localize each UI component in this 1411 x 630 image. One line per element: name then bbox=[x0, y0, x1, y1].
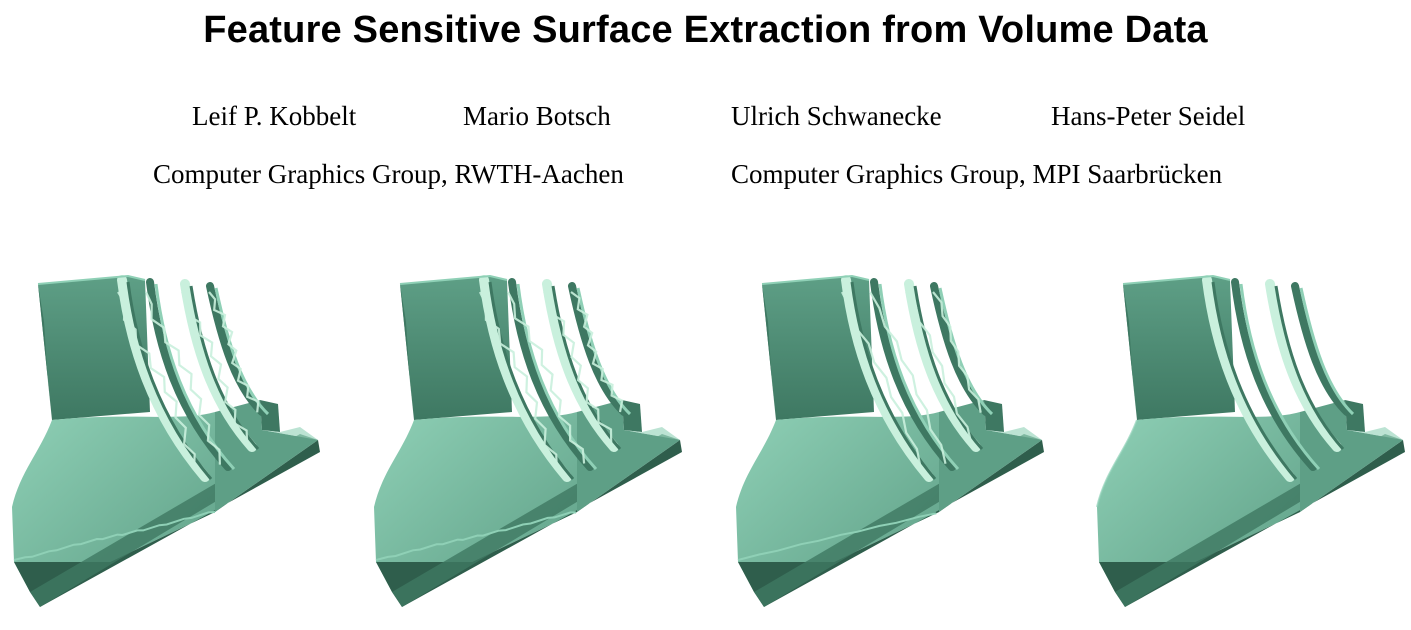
part-render-2 bbox=[374, 274, 682, 607]
paper-title: Feature Sensitive Surface Extraction fro… bbox=[203, 9, 1208, 51]
author-2: Mario Botsch bbox=[463, 101, 611, 131]
figure-panel-2 bbox=[362, 262, 702, 622]
figure-panel-4 bbox=[1085, 262, 1411, 622]
author-1: Leif P. Kobbelt bbox=[192, 101, 357, 131]
figure-panel-3 bbox=[724, 262, 1064, 622]
figure-row bbox=[0, 262, 1411, 622]
part-render-1 bbox=[12, 274, 320, 607]
affiliation-1: Computer Graphics Group, RWTH-Aachen bbox=[153, 159, 624, 189]
part-render-4 bbox=[1096, 274, 1405, 607]
part-render-3 bbox=[736, 274, 1044, 607]
author-3: Ulrich Schwanecke bbox=[731, 101, 942, 131]
author-4: Hans-Peter Seidel bbox=[1051, 101, 1246, 131]
figure-panel-1 bbox=[0, 262, 340, 622]
affiliation-2: Computer Graphics Group, MPI Saarbrücken bbox=[731, 159, 1223, 189]
